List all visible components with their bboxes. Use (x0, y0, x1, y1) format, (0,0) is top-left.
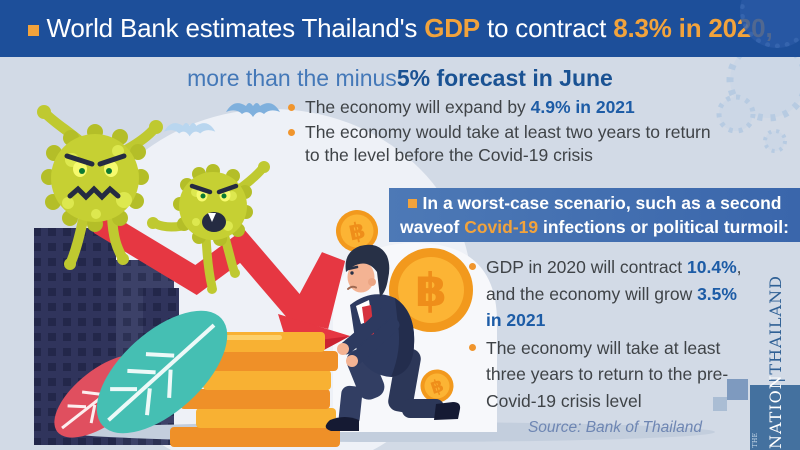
list-item: The economy would take at least two year… (287, 121, 721, 168)
list-item: The economy will expand by 4.9% in 2021 (287, 96, 721, 120)
decor-squares (713, 379, 748, 411)
svg-text:฿: ฿ (428, 375, 446, 399)
svg-text:฿: ฿ (415, 263, 447, 317)
header-bar: World Bank estimates Thailand's GDP to c… (0, 0, 800, 57)
outlook-item1-text: The economy will expand by (305, 97, 531, 117)
bullet-dot-icon (469, 343, 476, 351)
logo-thailand-text: THAILAND (766, 275, 785, 375)
headline-part1: World Bank estimates Thailand's (46, 13, 425, 43)
list-item: The economy will take at least three yea… (468, 335, 746, 415)
virus-icon-large (37, 105, 163, 270)
headline-part2: to contract (479, 13, 614, 43)
wc-item1-bold2: 3.5% in 2021 (486, 283, 737, 331)
leaf-icon (54, 310, 228, 438)
subheadline-bold: 5% forecast in June (396, 64, 613, 91)
list-item: GDP in 2020 will contract 10.4%, and the… (468, 254, 746, 334)
businessman-illustration (325, 244, 461, 431)
nation-logo-thailand: |THAILAND (766, 275, 785, 383)
worst-case-list: GDP in 2020 will contract 10.4%, and the… (468, 254, 746, 415)
worst-case-line1: In a worst-case scenario, such as a seco… (389, 191, 800, 215)
outlook-list: The economy will expand by 4.9% in 2021 … (287, 96, 721, 169)
svg-text:฿: ฿ (347, 218, 368, 247)
worst-case-line2-pre: waveof (400, 217, 465, 237)
square-bullet-icon (407, 198, 417, 208)
baht-coin-icon-large: ฿ (389, 248, 473, 332)
headline-gdp: GDP (424, 13, 480, 43)
coin-stack-icon (170, 332, 340, 447)
virus-icon-small (147, 161, 270, 294)
wc-item1-mid: , and the economy will grow (486, 257, 742, 304)
outlook-item1-bold: 4.9% in 2021 (530, 97, 635, 117)
wc-item1-bold1: 10.4% (687, 257, 737, 277)
wc-item1-pre: GDP in 2020 will contract (486, 257, 688, 277)
logo-box (750, 385, 800, 450)
bullet-dot-icon (288, 128, 295, 136)
bullet-dot-icon (288, 104, 295, 111)
wc-item2-text: The economy will take at least three yea… (486, 337, 729, 411)
worst-case-line2-highlight: Covid-19 (464, 217, 539, 237)
worst-case-line2-post: infections or political turmoil: (538, 217, 789, 237)
bullet-dot-icon (469, 263, 476, 270)
subheadline-regular: more than the minus (187, 64, 397, 91)
headline: World Bank estimates Thailand's GDP to c… (47, 13, 773, 44)
baht-coin-icon-top: ฿ (336, 210, 378, 252)
baht-coin-icon-small: ฿ (420, 369, 454, 403)
worst-case-banner: In a worst-case scenario, such as a seco… (389, 188, 800, 242)
worst-case-line2: waveof Covid-19 infections or political … (389, 215, 800, 239)
virus-watermark-icon (716, 38, 800, 153)
square-bullet-icon (27, 24, 39, 36)
worst-case-line1-text: In a worst-case scenario, such as a seco… (422, 193, 782, 213)
subheadline: more than the minus 5% forecast in June (0, 60, 800, 96)
bat-icon (164, 103, 280, 137)
outlook-item2-text: The economy would take at least two year… (305, 121, 711, 166)
source-note: Source: Bank of Thailand (527, 419, 703, 436)
nation-logo-nation: NATION (766, 374, 785, 449)
nation-logo-the: THE (752, 432, 759, 448)
